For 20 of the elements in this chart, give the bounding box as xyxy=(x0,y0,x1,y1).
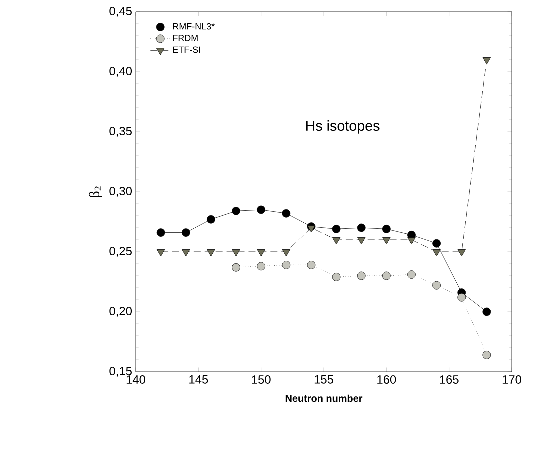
y-tick-label: 0,20 xyxy=(110,307,132,317)
x-tick-label: 145 xyxy=(190,376,208,384)
x-tick-label: 155 xyxy=(314,376,334,384)
y-tick-label: 0,45 xyxy=(110,7,132,17)
legend-label: FRDM xyxy=(173,35,198,42)
x-tick-label: 165 xyxy=(440,376,459,384)
x-tick-label: 160 xyxy=(378,376,396,384)
x-tick-label: 170 xyxy=(502,376,522,384)
annotation: Hs isotopes xyxy=(306,120,380,134)
y-tick-label: 0,15 xyxy=(110,367,132,377)
x-tick-label: 140 xyxy=(126,376,146,384)
y-axis-title: β$_{2}$ xyxy=(89,186,102,198)
legend-label: ETF-SI xyxy=(173,46,200,54)
x-tick-label: 150 xyxy=(252,376,271,384)
x-axis-title: Neutron number xyxy=(286,394,363,402)
y-tick-label: 0,30 xyxy=(110,187,132,197)
y-tick-label: 0,25 xyxy=(110,247,132,257)
y-tick-label: 0,40 xyxy=(110,67,132,77)
legend-label: RMF-NL3* xyxy=(173,23,215,30)
y-tick-label: 0,35 xyxy=(110,127,132,137)
